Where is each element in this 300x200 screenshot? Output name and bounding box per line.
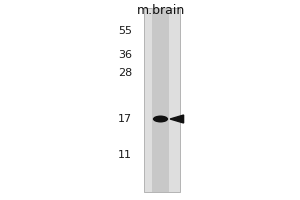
Polygon shape <box>170 115 184 123</box>
Bar <box>152 8 169 192</box>
Text: 17: 17 <box>118 114 132 124</box>
Text: 55: 55 <box>118 26 132 36</box>
Text: m.brain: m.brain <box>136 4 184 17</box>
Text: 36: 36 <box>118 50 132 60</box>
Text: 28: 28 <box>118 68 132 78</box>
Text: 11: 11 <box>118 150 132 160</box>
Bar <box>144 8 180 192</box>
Ellipse shape <box>153 116 168 122</box>
